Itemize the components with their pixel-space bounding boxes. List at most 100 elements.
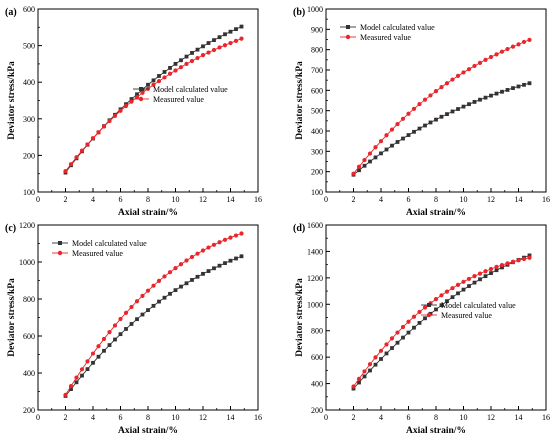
data-point-circle (510, 44, 516, 49)
data-point-circle (233, 38, 239, 43)
data-point-circle (189, 254, 195, 260)
data-point-circle (395, 330, 400, 335)
data-point-circle (510, 259, 516, 264)
data-point-square (428, 120, 433, 125)
data-point-square (445, 299, 449, 304)
data-point-square (80, 373, 84, 378)
data-point-circle (206, 245, 211, 250)
data-point-circle (90, 351, 96, 356)
data-point-circle (450, 286, 455, 291)
data-point-circle (211, 242, 217, 247)
data-point-square (190, 278, 194, 282)
data-point-square (483, 274, 488, 279)
data-point-circle (118, 108, 123, 113)
data-point-square (357, 168, 361, 173)
data-point-circle (217, 240, 222, 245)
data-point-circle (505, 46, 510, 52)
y-tick-label: 300 (311, 147, 323, 156)
data-point-circle (472, 274, 477, 279)
data-point-square (472, 280, 477, 285)
data-point-circle (68, 384, 74, 389)
series-measured (63, 36, 244, 174)
data-point-circle (184, 61, 189, 66)
data-point-square (168, 66, 172, 70)
data-point-circle (118, 316, 123, 322)
data-point-square (146, 82, 150, 87)
legend-marker-square (139, 87, 143, 91)
data-point-circle (140, 293, 145, 298)
data-point-square (379, 357, 383, 361)
data-point-circle (156, 278, 162, 283)
data-point-circle (233, 233, 239, 238)
data-point-circle (356, 376, 362, 381)
data-point-circle (101, 336, 107, 342)
y-axis-title: Deviator stress/kPa (7, 278, 17, 357)
data-point-circle (466, 276, 472, 282)
x-tick-label: 16 (542, 195, 550, 204)
data-point-square (412, 129, 416, 134)
data-point-circle (85, 359, 90, 364)
data-point-circle (96, 130, 101, 135)
data-point-circle (499, 262, 505, 268)
data-point-circle (134, 299, 140, 304)
data-point-square (206, 41, 211, 45)
x-tick-label: 8 (146, 195, 150, 204)
data-point-square (467, 284, 471, 288)
data-point-square (91, 360, 95, 365)
x-tick-label: 8 (146, 413, 150, 422)
legend-label: Model calculated value (441, 301, 516, 310)
data-point-square (390, 143, 394, 148)
data-point-square (173, 288, 178, 293)
data-point-square (234, 256, 238, 261)
data-point-square (201, 271, 205, 276)
y-tick-label: 600 (311, 86, 323, 95)
data-point-circle (173, 68, 178, 73)
data-point-square (406, 330, 411, 335)
plot-frame (325, 8, 547, 193)
data-point-circle (74, 375, 79, 380)
data-point-square (146, 308, 150, 312)
series-measured (351, 255, 532, 389)
data-point-circle (129, 304, 134, 310)
legend-marker-square (427, 303, 431, 307)
data-point-circle (134, 95, 140, 100)
data-point-circle (384, 133, 389, 138)
data-point-circle (362, 369, 367, 374)
data-point-circle (167, 270, 173, 275)
chart-panel-c: 0 2 4 6 8 10 12 14 16 200 400 600 800 1000 1200 Axial s… (5, 221, 262, 436)
x-tick-label: 2 (352, 413, 356, 422)
data-point-circle (206, 50, 211, 55)
data-point-square (129, 97, 134, 101)
x-tick-label: 2 (352, 195, 356, 204)
data-point-square (184, 281, 189, 286)
data-point-square (223, 32, 227, 37)
series-line (353, 82, 530, 176)
data-point-circle (222, 43, 228, 48)
data-point-circle (184, 258, 189, 263)
data-point-circle (439, 293, 444, 298)
data-point-square (74, 380, 79, 385)
data-point-circle (411, 314, 417, 319)
data-point-square (483, 95, 488, 100)
x-axis-title: Axial strain/% (118, 426, 178, 436)
data-point-circle (373, 355, 378, 360)
y-axis-title: Deviator stress/kPa (295, 278, 305, 357)
y-tick-label: 1400 (307, 247, 323, 256)
x-tick-label: 10 (172, 195, 180, 204)
data-point-square (489, 271, 493, 275)
data-point-square (423, 316, 427, 321)
data-point-circle (439, 84, 444, 90)
data-point-square (228, 29, 233, 34)
data-point-square (500, 265, 504, 270)
data-point-circle (483, 269, 488, 274)
data-point-square (439, 114, 444, 119)
data-point-square (217, 35, 222, 40)
legend-label: Model calculated value (153, 85, 228, 94)
x-tick-label: 14 (227, 195, 235, 204)
y-tick-label: 400 (311, 380, 323, 389)
data-point-square (461, 287, 466, 292)
data-point-circle (384, 342, 389, 347)
legend-label: Measured value (441, 311, 492, 320)
data-point-square (184, 54, 189, 59)
data-point-circle (79, 148, 85, 153)
